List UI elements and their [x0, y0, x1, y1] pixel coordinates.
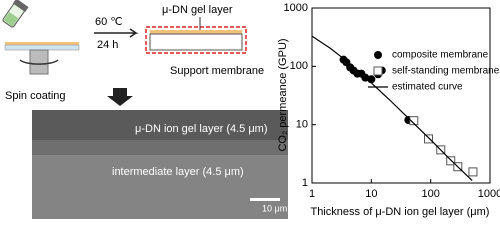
legend-marker: [373, 66, 383, 76]
legend-label: composite membrane: [392, 50, 489, 61]
x-tick-label: 1000: [478, 188, 500, 200]
gel-layer-icon: [5, 42, 79, 45]
sem-layer2: intermediate layer (4.5 μm): [112, 166, 244, 178]
support-icon: [149, 33, 243, 51]
schematic: Spin coating 60 ℃ 24 h μ-DN gel layer Su…: [2, 0, 264, 106]
down-arrow: [107, 88, 133, 106]
top-layer-icon: [150, 30, 242, 34]
legend-label: self-standing membrane: [392, 66, 500, 77]
vial-icon: [2, 0, 29, 28]
top-layer-label: μ-DN gel layer: [162, 4, 233, 16]
figure: Spin coating 60 ℃ 24 h μ-DN gel layer Su…: [2, 0, 500, 219]
scale-bar: [250, 198, 280, 201]
step-label: Spin coating: [5, 90, 66, 102]
x-tick-label: 1: [309, 188, 315, 200]
spinner-icon: [29, 49, 49, 75]
plot-frame: [311, 7, 491, 184]
x-axis-label: Thickness of μ-DN ion gel layer (μm): [311, 206, 490, 218]
data-point: [367, 75, 376, 84]
rotation-arrow: [19, 59, 59, 65]
temperature-label: 60 ℃: [95, 16, 123, 28]
data-point: [446, 156, 456, 166]
legend-label: estimated curve: [392, 82, 463, 93]
sem-image: μ-DN ion gel layer (4.5 μm) intermediate…: [32, 110, 288, 219]
y-axis-label: CO₂ permeance (GPU): [277, 38, 289, 151]
time-label: 24 h: [97, 39, 118, 51]
y-tick-label: 100: [290, 60, 308, 72]
x-tick-label: 10: [365, 188, 377, 200]
dashed-frame: [145, 26, 247, 54]
scale-label: 10 μm: [262, 203, 287, 213]
y-tick-label: 1: [302, 177, 308, 189]
plate-icon: [4, 44, 80, 51]
process-arrow: [94, 28, 139, 38]
y-tick-label: 10: [296, 119, 308, 131]
data-point: [424, 134, 434, 144]
legend-marker: [374, 51, 382, 59]
support-label: Support membrane: [170, 65, 264, 77]
data-point: [468, 167, 478, 177]
y-tick-label: 1000: [284, 2, 308, 14]
data-point: [409, 116, 419, 126]
x-tick-label: 100: [421, 188, 439, 200]
sem-layer1: μ-DN ion gel layer (4.5 μm): [135, 123, 268, 135]
estimated-curve: [311, 35, 473, 182]
